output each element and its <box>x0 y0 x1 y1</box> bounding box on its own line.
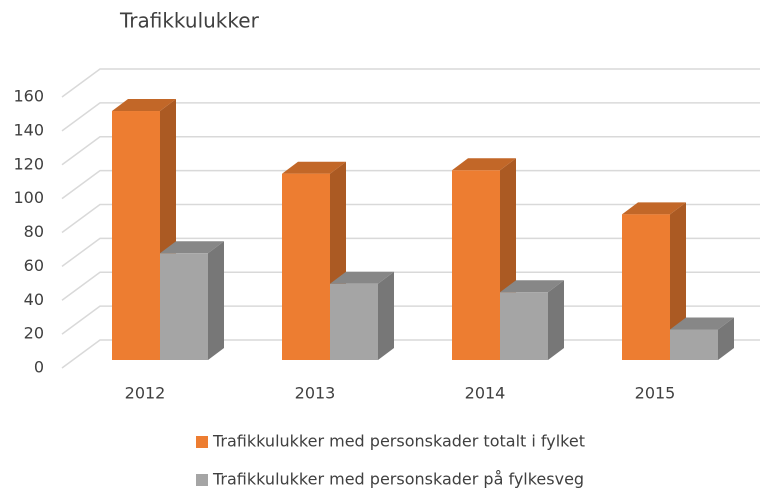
legend-label: Trafikkulukker med personskader på fylke… <box>212 470 584 489</box>
grid-line <box>61 271 760 301</box>
bar <box>282 173 330 360</box>
bar-side <box>208 241 224 360</box>
bar-top <box>452 158 516 171</box>
bar-top <box>160 241 224 254</box>
bar <box>330 283 378 360</box>
bar-side <box>718 317 734 360</box>
bar <box>160 253 208 360</box>
x-tick-label: 2013 <box>295 384 336 403</box>
y-tick-label: 120 <box>13 154 44 173</box>
y-tick-label: 80 <box>24 222 44 241</box>
bar-top <box>500 280 564 293</box>
bar <box>112 111 160 360</box>
y-tick-label: 20 <box>24 324 44 343</box>
bar <box>500 292 548 360</box>
grid-line <box>61 203 760 234</box>
x-tick-label: 2015 <box>635 384 676 403</box>
y-tick-label: 0 <box>34 358 44 377</box>
bar-top <box>112 99 176 112</box>
bar-side <box>378 271 394 360</box>
grid-line <box>61 102 760 132</box>
grid-line <box>61 68 760 98</box>
y-tick-label: 140 <box>13 120 44 139</box>
bar <box>452 170 500 360</box>
bar-top <box>330 271 394 284</box>
bar-top <box>622 202 686 215</box>
legend-swatch <box>196 474 208 486</box>
x-tick-label: 2014 <box>465 384 506 403</box>
legend-label: Trafikkulukker med personskader totalt i… <box>212 432 585 451</box>
x-tick-label: 2012 <box>125 384 166 403</box>
y-tick-label: 60 <box>24 256 44 275</box>
bar-top <box>670 317 734 330</box>
bar <box>622 214 670 360</box>
grid-line <box>61 237 760 267</box>
bar-top <box>282 161 346 174</box>
y-tick-label: 160 <box>13 87 44 106</box>
grid-line <box>61 136 760 166</box>
y-tick-label: 40 <box>24 290 44 309</box>
bar-side <box>548 280 564 360</box>
legend-swatch <box>196 436 208 448</box>
chart-title: Trafikkulukker <box>119 9 260 33</box>
y-tick-label: 100 <box>13 188 44 207</box>
grid-line <box>61 169 760 200</box>
bar <box>670 329 718 360</box>
